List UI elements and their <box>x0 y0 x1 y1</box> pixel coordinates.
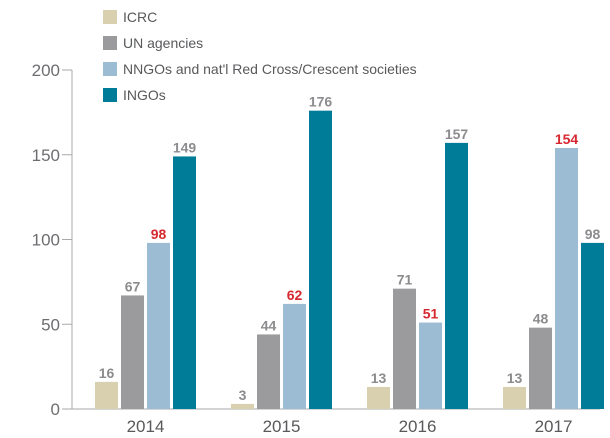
data-label: 44 <box>261 317 277 333</box>
x-tick-label: 2017 <box>535 417 573 436</box>
data-label: 16 <box>99 365 115 381</box>
x-tick-label: 2014 <box>127 417 165 436</box>
bar <box>529 327 552 409</box>
data-label: 62 <box>287 287 303 303</box>
data-label: 13 <box>371 370 387 386</box>
data-label: 154 <box>555 131 579 147</box>
data-label: 67 <box>125 278 141 294</box>
bar <box>445 142 468 409</box>
legend-label: NNGOs and nat'l Red Cross/Crescent socie… <box>123 61 417 77</box>
data-label: 98 <box>151 226 167 242</box>
legend-swatch <box>103 10 117 24</box>
bar <box>419 322 442 409</box>
data-label: 157 <box>445 126 469 142</box>
y-tick-label: 100 <box>32 231 60 250</box>
x-tick-label: 2016 <box>399 417 437 436</box>
data-label: 3 <box>239 387 247 403</box>
data-label: 13 <box>507 370 523 386</box>
y-tick-label: 150 <box>32 146 60 165</box>
bar <box>503 386 526 409</box>
data-label: 149 <box>173 139 197 155</box>
legend-label: INGOs <box>123 87 166 103</box>
bar <box>173 156 196 409</box>
bar <box>95 381 118 409</box>
y-tick-label: 0 <box>51 400 60 419</box>
data-label: 176 <box>309 94 333 110</box>
bar <box>257 334 280 409</box>
legend-label: UN agencies <box>123 35 203 51</box>
bar <box>283 303 306 409</box>
bar <box>555 147 578 409</box>
data-label: 71 <box>397 272 413 288</box>
bar <box>121 295 144 409</box>
bar <box>367 386 390 409</box>
x-tick-label: 2015 <box>263 417 301 436</box>
bar <box>231 403 254 409</box>
legend-label: ICRC <box>123 9 157 25</box>
data-label: 98 <box>585 226 601 242</box>
legend-swatch <box>103 62 117 76</box>
data-label: 48 <box>533 311 549 327</box>
legend-swatch <box>103 36 117 50</box>
bar <box>147 242 170 409</box>
y-tick-label: 50 <box>41 315 60 334</box>
data-label: 51 <box>423 306 439 322</box>
bar <box>393 288 416 409</box>
legend-swatch <box>103 88 117 102</box>
bar <box>581 242 604 409</box>
y-tick-label: 200 <box>32 61 60 80</box>
bar <box>309 110 332 410</box>
